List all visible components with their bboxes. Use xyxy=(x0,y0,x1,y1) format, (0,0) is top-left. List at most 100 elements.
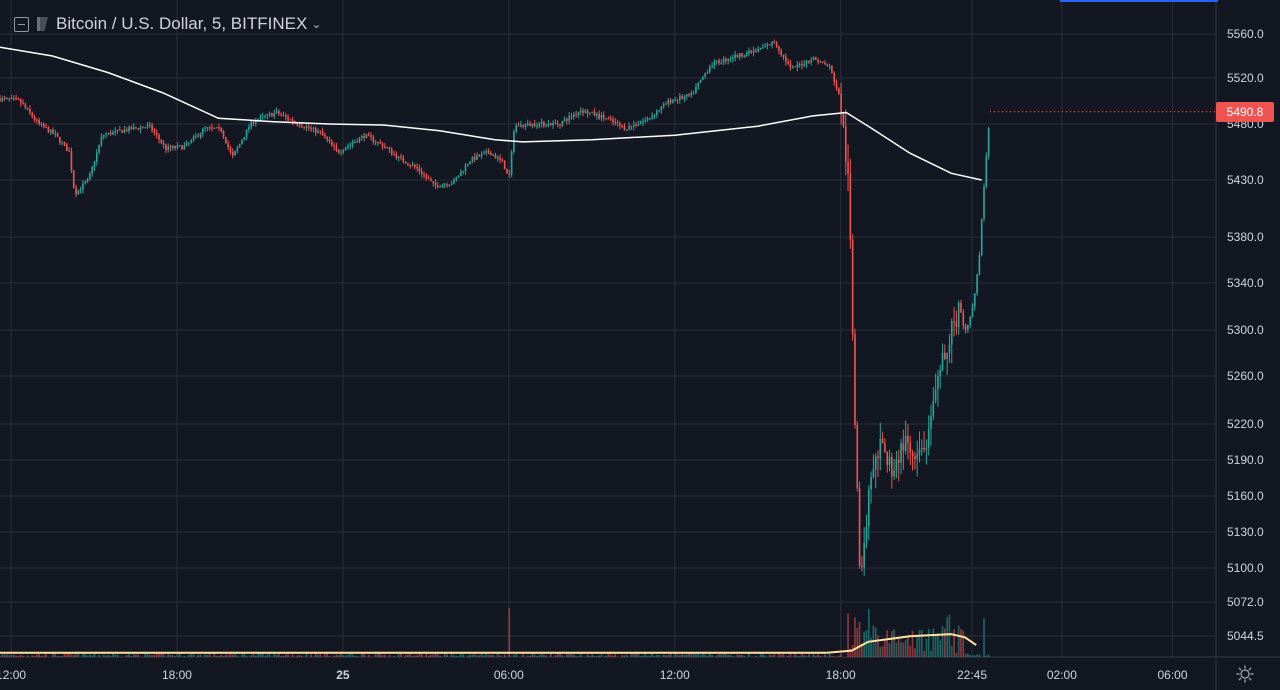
candle-body xyxy=(201,128,204,134)
candle-body xyxy=(856,425,859,489)
candle-body xyxy=(540,121,543,124)
volume-bar xyxy=(773,653,776,657)
volume-bar xyxy=(190,654,193,657)
candle-body xyxy=(704,73,707,77)
volume-bar xyxy=(554,655,557,657)
volume-bar xyxy=(400,653,402,657)
candle-body xyxy=(413,165,416,167)
candle-body xyxy=(423,174,425,176)
volume-bar xyxy=(736,654,739,657)
volume-bar xyxy=(264,655,266,657)
candle-body xyxy=(384,146,386,148)
candle-body xyxy=(692,92,695,94)
candle-body xyxy=(243,137,246,141)
candle-body xyxy=(706,71,709,74)
volume-bar xyxy=(909,646,912,657)
volume-bar xyxy=(107,654,110,657)
volume-bar xyxy=(455,655,458,657)
candle-body xyxy=(347,145,349,148)
candle-body xyxy=(699,79,702,83)
candle-body xyxy=(842,112,845,127)
candle-body xyxy=(593,111,596,116)
volume-bar xyxy=(114,654,117,657)
symbol-title[interactable]: Bitcoin / U.S. Dollar, 5, BITFINEX xyxy=(56,14,308,33)
candle-body xyxy=(305,126,308,128)
candle-body xyxy=(761,47,764,49)
chevron-down-icon[interactable]: ⌄ xyxy=(311,17,322,31)
candle-body xyxy=(480,153,483,157)
volume-bar xyxy=(268,653,271,657)
candle-body xyxy=(485,151,488,153)
candle-body xyxy=(854,334,856,426)
candle-body xyxy=(805,60,808,64)
candle-body xyxy=(858,488,861,566)
candle-body xyxy=(702,76,704,80)
candle-body xyxy=(404,161,407,164)
volume-bar xyxy=(651,653,653,657)
candle-body xyxy=(473,156,476,160)
candle-body xyxy=(628,125,630,130)
volume-bar xyxy=(838,655,840,657)
volume-bar xyxy=(635,653,637,657)
volume-bar xyxy=(335,654,338,657)
candle-body xyxy=(764,45,766,48)
volume-bar xyxy=(61,656,64,657)
candle-body xyxy=(577,112,580,115)
candle-body xyxy=(241,140,243,144)
candle-body xyxy=(102,135,105,137)
candle-body xyxy=(367,133,370,136)
volume-bar xyxy=(568,654,571,657)
volume-bar xyxy=(393,656,395,657)
candle-body xyxy=(358,137,361,143)
volume-bar xyxy=(93,653,96,657)
volume-bar xyxy=(902,642,905,657)
volume-bar xyxy=(471,654,474,657)
volume-bar xyxy=(220,654,223,657)
volume-bar xyxy=(499,655,501,657)
volume-bar xyxy=(420,654,423,657)
volume-bar xyxy=(824,654,826,657)
volume-bar xyxy=(856,627,859,657)
candle-body xyxy=(119,129,121,131)
volume-bar xyxy=(867,609,870,657)
candle-body xyxy=(902,443,905,451)
collapse-square-icon[interactable] xyxy=(14,16,29,32)
volume-bar xyxy=(227,654,229,657)
volume-bar xyxy=(941,626,944,657)
candle-body xyxy=(789,63,792,68)
candle-body xyxy=(653,114,656,116)
volume-bar xyxy=(460,653,462,657)
candle-body xyxy=(273,112,276,117)
volume-bar xyxy=(559,653,561,657)
candle-body xyxy=(978,255,981,275)
candle-body xyxy=(349,144,352,146)
price-axis-label: 5190.0 xyxy=(1227,453,1264,467)
candle-body xyxy=(420,171,423,175)
candle-body xyxy=(531,123,534,126)
candle-body xyxy=(448,184,451,186)
volume-bar xyxy=(284,654,287,657)
candle-body xyxy=(983,186,985,219)
time-axis-label: 06:00 xyxy=(494,668,524,682)
volume-bar xyxy=(125,655,128,657)
volume-bar xyxy=(63,653,66,657)
candle-body xyxy=(510,152,513,175)
candle-body xyxy=(579,110,582,113)
candle-body xyxy=(437,185,439,188)
candle-body xyxy=(250,120,253,128)
volume-bar xyxy=(803,655,806,657)
top-accent-bar xyxy=(1060,0,1218,2)
candle-body xyxy=(416,166,418,169)
volume-bar xyxy=(946,617,948,657)
candle-body xyxy=(197,135,200,137)
candle-body xyxy=(199,133,202,137)
candle-body xyxy=(6,98,8,100)
candle-body xyxy=(720,62,723,64)
volume-bar xyxy=(967,653,969,657)
candle-body xyxy=(791,66,794,68)
candle-body xyxy=(59,136,61,143)
gear-icon[interactable] xyxy=(1236,665,1254,683)
candle-body xyxy=(354,141,356,143)
